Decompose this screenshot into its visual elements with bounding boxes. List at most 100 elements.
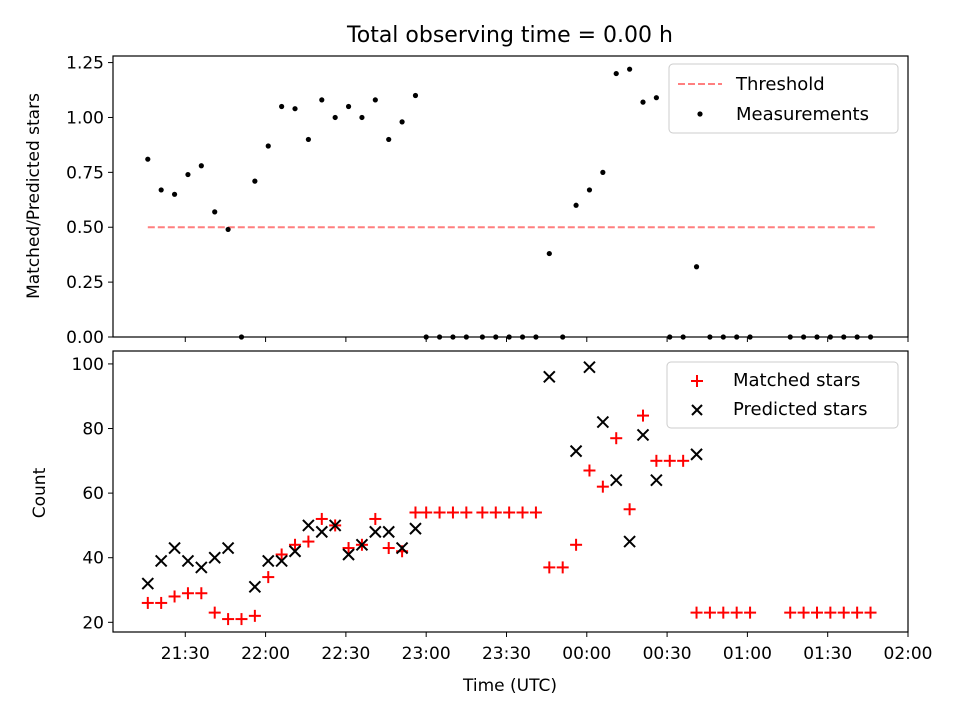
y-tick-label: 60 — [82, 484, 104, 504]
matched-star-point — [730, 606, 743, 619]
measurement-point — [386, 136, 392, 143]
predicted-star-point — [623, 535, 636, 548]
y-tick-label: 80 — [82, 420, 104, 440]
matched-star-point — [208, 606, 221, 619]
measurement-point — [279, 103, 285, 110]
x-tick-label: 22:00 — [241, 644, 290, 664]
matched-star-point — [703, 606, 716, 619]
measurement-point — [212, 209, 218, 215]
matched-star-point — [315, 512, 328, 525]
top-y-axis-label: Matched/Predicted stars — [24, 93, 44, 299]
y-tick-label: 20 — [82, 613, 104, 633]
matched-star-point — [489, 506, 502, 519]
y-tick-label: 0.50 — [66, 218, 104, 238]
measurement-point — [145, 156, 151, 162]
matched-star-point — [420, 506, 433, 519]
matched-star-point — [583, 464, 596, 477]
measurement-point — [546, 250, 552, 257]
matched-star-point — [155, 596, 168, 609]
matched-star-point — [289, 538, 302, 551]
predicted-star-point — [342, 548, 355, 561]
predicted-star-point — [636, 428, 650, 442]
predicted-star-point — [181, 554, 195, 568]
matched-star-point — [797, 606, 810, 619]
predicted-star-point — [650, 473, 663, 487]
matched-star-point — [677, 454, 690, 467]
matched-star-point — [476, 506, 489, 519]
matched-star-point — [302, 535, 315, 548]
measurement-point — [653, 95, 659, 101]
matched-star-point — [181, 587, 194, 600]
measurement-point — [640, 99, 646, 105]
measurement-point — [627, 66, 633, 72]
predicted-star-point — [355, 538, 369, 552]
measurement-point — [613, 70, 619, 77]
matched-star-point — [248, 609, 261, 622]
matched-star-point — [409, 506, 422, 519]
predicted-star-point — [275, 554, 288, 568]
matched-star-point — [637, 409, 649, 422]
predicted-star-point — [288, 545, 302, 558]
x-tick-label: 01:30 — [803, 644, 852, 664]
measurement-point — [332, 114, 338, 121]
y-tick-label: 0.75 — [66, 163, 104, 183]
measurement-point — [305, 136, 312, 143]
matched-star-point — [369, 512, 382, 525]
measurement-point — [399, 119, 405, 125]
predicted-star-point — [141, 577, 155, 590]
predicted-star-point — [409, 522, 422, 535]
plot-frame — [112, 350, 909, 633]
matched-star-point — [342, 542, 355, 555]
matched-star-point — [516, 506, 529, 519]
predicted-star-point — [610, 473, 623, 487]
measurement-point — [586, 187, 593, 193]
legend-measurements-swatch — [697, 111, 703, 117]
matched-star-point — [596, 480, 609, 493]
y-tick-label: 1.00 — [66, 108, 104, 128]
predicted-star-point — [382, 525, 395, 539]
measurement-point — [359, 114, 365, 121]
matched-star-point — [610, 432, 623, 445]
matched-star-point — [262, 571, 275, 584]
matched-star-point — [824, 606, 837, 619]
top-panel: Total observing time = 0.00 h 0.000.250.… — [24, 23, 909, 348]
chart-title: Total observing time = 0.00 h — [346, 23, 673, 48]
matched-star-point — [717, 606, 730, 619]
y-tick-label: 0.00 — [66, 328, 104, 348]
matched-star-point — [810, 606, 823, 619]
predicted-star-point — [596, 415, 610, 429]
y-tick-label: 1.25 — [66, 54, 104, 74]
measurement-point — [198, 163, 204, 169]
matched-star-point — [235, 613, 248, 626]
predicted-star-point — [208, 551, 221, 564]
legend-predicted-swatch — [691, 404, 703, 416]
matched-star-point — [529, 506, 542, 519]
x-tick-label: 00:00 — [562, 644, 611, 664]
bottom-panel: 20 40 60 80 100 21:30 22:00 22:30 23:00 23:30 00:0… — [30, 350, 933, 696]
predicted-star-point — [315, 525, 328, 539]
plot-frame — [112, 55, 909, 338]
matched-star-point — [623, 503, 636, 516]
matched-star-point — [864, 606, 877, 619]
y-tick-label: 100 — [72, 355, 104, 375]
predicted-star-point — [248, 580, 262, 593]
matched-star-point — [570, 538, 583, 551]
legend-threshold-label: Threshold — [735, 74, 825, 95]
matched-star-point — [851, 606, 864, 619]
measurement-point — [185, 171, 191, 178]
legend-matched-swatch — [691, 375, 703, 387]
y-tick-label: 40 — [82, 549, 104, 569]
measurement-point — [573, 202, 579, 208]
measurement-point — [252, 178, 258, 184]
measurement-point — [412, 92, 419, 99]
measurement-point — [225, 226, 231, 233]
legend-predicted-label: Predicted stars — [733, 399, 867, 420]
matched-star-point — [382, 542, 395, 555]
matched-star-point — [744, 606, 757, 619]
predicted-star-point — [328, 519, 342, 532]
predicted-star-point — [168, 541, 181, 555]
matched-star-point — [141, 596, 154, 609]
matched-star-point — [784, 606, 797, 619]
matched-star-point — [195, 587, 208, 600]
